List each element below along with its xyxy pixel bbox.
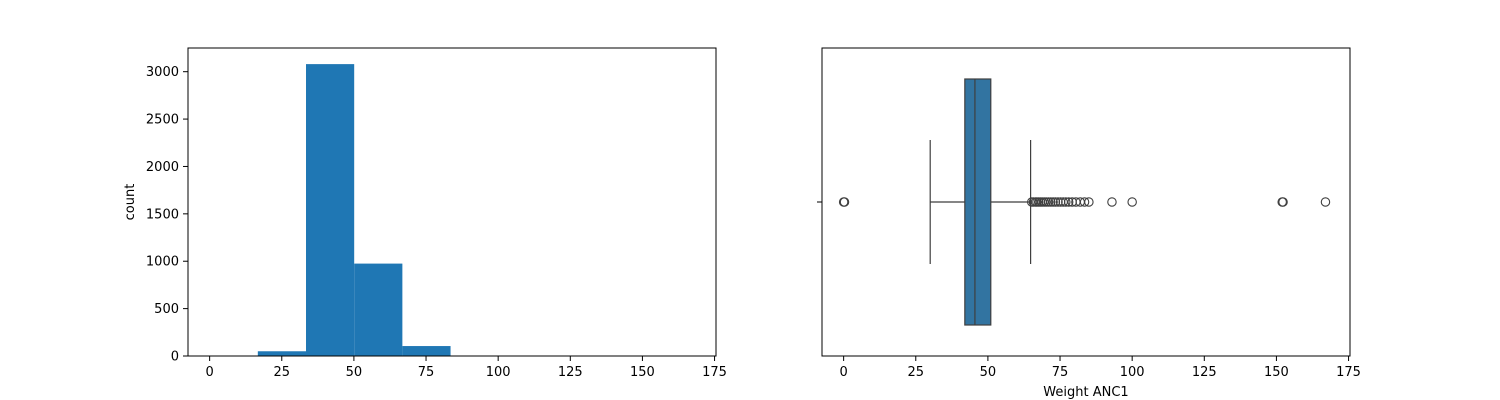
histogram-panel: 0 25 50 75 100 125 150 175 0 500 1000 1500 2000 2500…: [123, 47, 727, 380]
histogram-y-axis: 0 500 1000 1500 2000 2500 3000: [146, 65, 188, 365]
iqr-box: [964, 78, 992, 326]
outlier-point: [1043, 197, 1054, 207]
x-tick-label: 25: [273, 365, 290, 380]
x-tick-label: 50: [346, 365, 363, 380]
x-tick-label: 100: [486, 365, 511, 380]
histogram-bars: [209, 64, 692, 356]
y-tick-label: 3000: [146, 65, 179, 80]
x-tick-label: 150: [1264, 365, 1289, 380]
x-tick-label: 0: [205, 365, 213, 380]
boxplot-elements: [838, 78, 1331, 326]
x-tick-label: 50: [980, 365, 997, 380]
outlier-point: [1061, 197, 1071, 207]
outlier-point: [1084, 197, 1094, 207]
boxplot-frame: [821, 47, 1351, 357]
outlier-point: [1041, 197, 1051, 207]
x-tick-label: 75: [418, 365, 435, 380]
boxplot-x-axis: 0 25 50 75 100 125 150 175: [839, 356, 1361, 380]
y-tick-label: 2500: [146, 113, 179, 128]
y-tick-label: 2000: [146, 160, 179, 175]
outlier-point: [1048, 197, 1058, 207]
x-tick-label: 125: [1192, 365, 1217, 380]
y-tick-label: 1500: [146, 207, 179, 222]
histogram-bar: [257, 351, 307, 356]
x-tick-label: 0: [839, 365, 847, 380]
x-tick-label: 150: [630, 365, 655, 380]
histogram-bar: [402, 346, 451, 356]
boxplot-panel: 0 25 50 75 100 125 150 175 Weight ANC1: [817, 47, 1361, 400]
outlier-point: [1320, 197, 1331, 207]
x-tick-label: 25: [907, 365, 924, 380]
histogram-bar: [306, 64, 355, 356]
outlier-point: [1107, 197, 1117, 207]
outlier-point: [1050, 197, 1061, 207]
outlier-point: [1046, 197, 1056, 207]
histogram-bar: [354, 263, 403, 356]
x-tick-label: 175: [702, 365, 727, 380]
outlier-point: [1079, 197, 1090, 207]
x-tick-label: 100: [1120, 365, 1145, 380]
x-tick-label: 75: [1052, 365, 1069, 380]
outlier-point: [1278, 197, 1288, 207]
y-tick-label: 1000: [146, 255, 179, 270]
x-tick-label: 125: [558, 365, 583, 380]
y-tick-label: 500: [154, 302, 179, 317]
outlier-point: [1053, 197, 1063, 207]
y-tick-label: 0: [171, 350, 179, 365]
histogram-x-axis: 0 25 50 75 100 125 150 175: [205, 356, 727, 380]
x-tick-label: 175: [1336, 365, 1361, 380]
outlier-point: [1063, 197, 1074, 207]
outlier-point: [839, 197, 850, 207]
histogram-y-label: count: [123, 184, 138, 221]
boxplot-x-label: Weight ANC1: [1043, 385, 1128, 400]
histogram-frame: [187, 47, 717, 357]
outlier-point: [1127, 197, 1137, 207]
